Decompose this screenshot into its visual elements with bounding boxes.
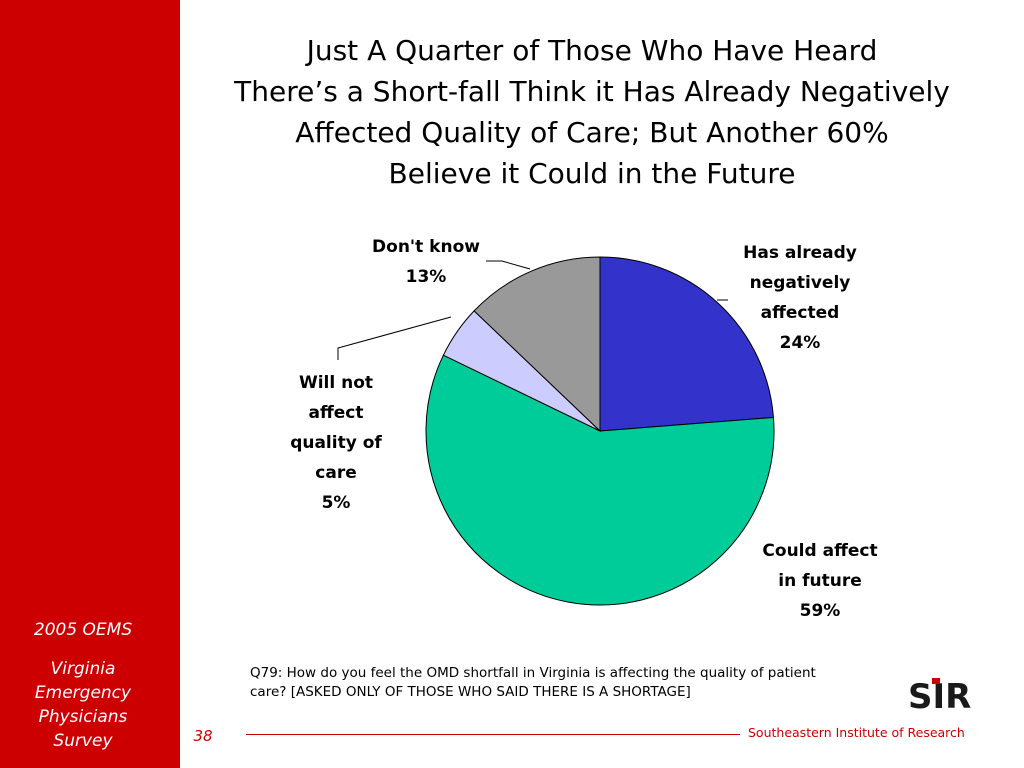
survey-name: Virginia Emergency Physicians Survey [0, 657, 166, 753]
survey-name-line: Virginia [50, 659, 116, 679]
slice-label: Has already negatively affected 24% [743, 243, 857, 353]
pie-slice [599, 256, 775, 432]
slice-label-line: affected [761, 303, 840, 323]
pie-chart: Has already negatively affected 24% Could af… [290, 237, 877, 621]
slice-label-line: Will not [299, 373, 373, 393]
footer-divider [246, 734, 740, 735]
pie-slice [425, 354, 775, 606]
slice-value-label: 59% [800, 601, 841, 621]
survey-name-line: Physicians [38, 707, 128, 727]
slice-label-line: care [315, 463, 356, 483]
slice-label: Will not affect quality of care 5% [290, 373, 382, 513]
sidebar-band [0, 0, 180, 768]
sir-logo: SIR [908, 677, 971, 714]
survey-name-line: Emergency [34, 683, 132, 703]
title-line: Just A Quarter of Those Who Have Heard [306, 34, 878, 67]
leader-line [337, 316, 452, 360]
slice-label: Could affect in future 59% [762, 541, 877, 621]
slice-value-label: 13% [406, 267, 447, 287]
logo-accent [932, 678, 940, 684]
slice-label-line: quality of [290, 433, 382, 453]
organization-name: Southeastern Institute of Research [748, 725, 965, 740]
slice-value-label: 24% [780, 333, 821, 353]
title-line: Believe it Could in the Future [388, 157, 796, 190]
slice-value-label: 5% [322, 493, 351, 513]
slide-title: Just A Quarter of Those Who Have Heard T… [192, 30, 992, 194]
slice-label: Don't know 13% [372, 237, 480, 287]
leader-line [486, 260, 531, 270]
slice-label-line: Don't know [372, 237, 480, 257]
survey-question: Q79: How do you feel the OMD shortfall i… [250, 665, 816, 700]
title-line: There’s a Short-fall Think it Has Alread… [234, 75, 950, 108]
survey-name-line: Survey [53, 731, 113, 751]
slice-label-line: Has already [743, 243, 857, 263]
survey-year: 2005 OEMS [33, 620, 133, 640]
slice-label-line: Could affect [762, 541, 877, 561]
slice-label-line: negatively [750, 273, 851, 293]
slice-label-line: affect [309, 403, 364, 423]
pie-slice [473, 256, 601, 433]
page-number: 38 [193, 727, 213, 745]
title-line: Affected Quality of Care; But Another 60… [295, 116, 889, 149]
slice-label-line: in future [778, 571, 862, 591]
